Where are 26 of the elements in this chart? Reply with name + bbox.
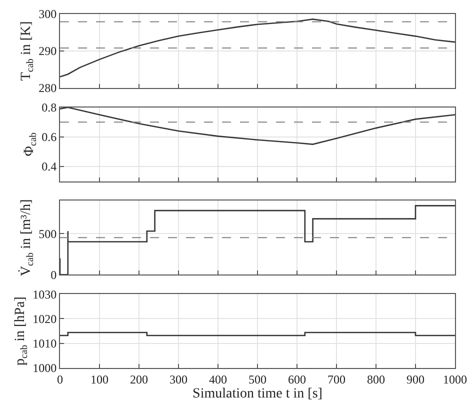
y-tick-label: 1010 bbox=[32, 336, 57, 351]
x-tick-label: 300 bbox=[170, 372, 188, 386]
y-tick-label: 280 bbox=[38, 81, 57, 96]
line-series bbox=[60, 107, 455, 145]
x-tick-label: 400 bbox=[209, 372, 227, 386]
line-series bbox=[60, 18, 455, 78]
y-tick-label: 1020 bbox=[32, 312, 57, 326]
x-tick-label: 500 bbox=[248, 372, 266, 386]
x-tick-label: 800 bbox=[367, 372, 385, 386]
y-tick-label: 300 bbox=[38, 7, 57, 22]
x-axis-title: Simulation time t in [s] bbox=[192, 386, 322, 402]
y-tick-label: 290 bbox=[38, 44, 57, 58]
x-tick-label: 100 bbox=[90, 372, 108, 386]
line-series bbox=[60, 205, 455, 275]
y-tick-label: 0.4 bbox=[42, 160, 57, 174]
y-tick-label: 1000 bbox=[32, 361, 57, 376]
y-tick-label: 1030 bbox=[32, 287, 57, 302]
x-tick-label: 1000 bbox=[443, 372, 467, 386]
x-tick-label: 200 bbox=[130, 372, 148, 386]
y-tick-label: 500 bbox=[38, 226, 57, 241]
x-tick-label: 900 bbox=[406, 372, 424, 386]
x-tick-label: 700 bbox=[328, 372, 346, 386]
y-tick-label: 0.8 bbox=[42, 100, 57, 115]
y-tick-label: 0 bbox=[50, 268, 57, 282]
x-tick-label: 600 bbox=[288, 372, 306, 386]
y-tick-label: 0.6 bbox=[42, 130, 57, 144]
